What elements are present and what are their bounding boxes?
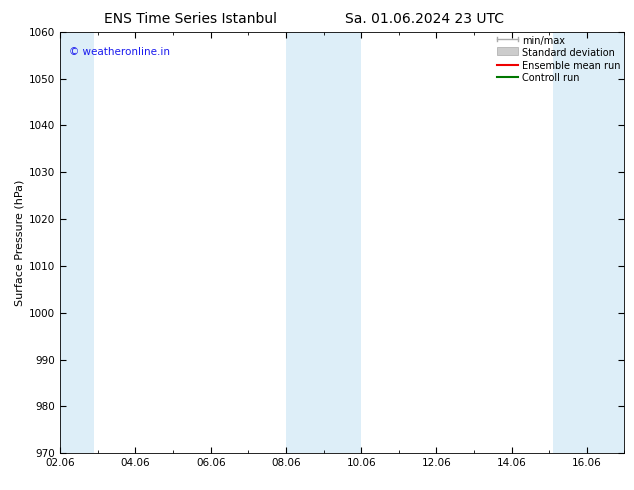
Bar [553, 32, 624, 453]
Text: © weatheronline.in: © weatheronline.in [68, 47, 170, 57]
Legend: min/max, Standard deviation, Ensemble mean run, Controll run: min/max, Standard deviation, Ensemble me… [495, 34, 623, 85]
Y-axis label: Surface Pressure (hPa): Surface Pressure (hPa) [15, 179, 25, 306]
Bar [286, 32, 361, 453]
Text: Sa. 01.06.2024 23 UTC: Sa. 01.06.2024 23 UTC [346, 12, 504, 26]
Bar [60, 32, 94, 453]
Text: ENS Time Series Istanbul: ENS Time Series Istanbul [104, 12, 276, 26]
